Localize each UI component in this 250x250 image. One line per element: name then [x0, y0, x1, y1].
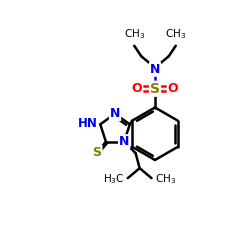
Text: O: O	[132, 82, 142, 95]
Text: CH$_3$: CH$_3$	[154, 172, 176, 186]
Text: CH$_3$: CH$_3$	[165, 28, 186, 41]
Text: O: O	[168, 82, 178, 95]
Text: H$_3$C: H$_3$C	[103, 172, 125, 186]
Text: N: N	[150, 63, 160, 76]
Text: S: S	[150, 82, 160, 96]
Text: S: S	[92, 146, 102, 159]
Text: N: N	[110, 107, 120, 120]
Text: HN: HN	[78, 116, 98, 130]
Text: CH$_3$: CH$_3$	[124, 28, 145, 41]
Text: N: N	[119, 135, 129, 148]
